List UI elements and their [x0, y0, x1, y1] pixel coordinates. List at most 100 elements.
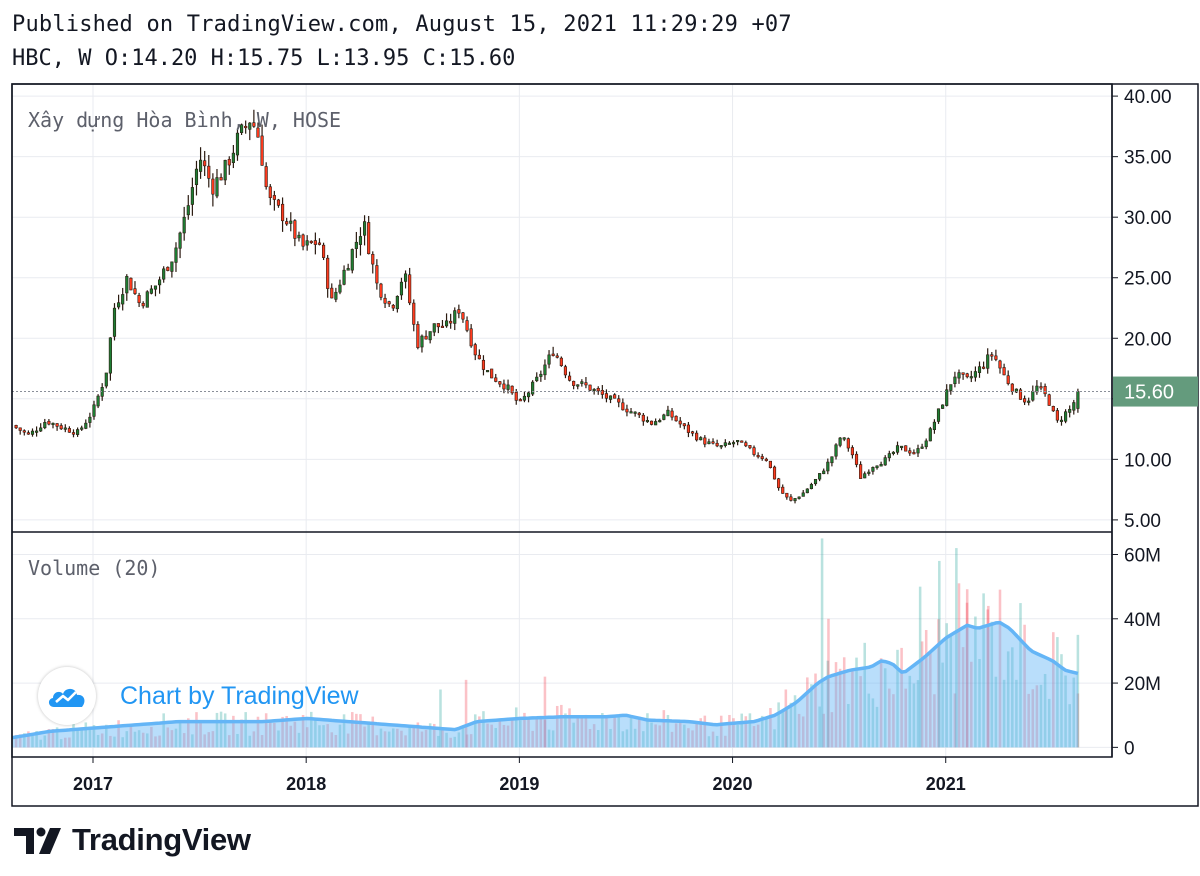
- chart-by-tradingview-watermark[interactable]: Chart by TradingView: [38, 666, 359, 726]
- volume-bar: [51, 728, 55, 748]
- candle-body: [772, 466, 777, 480]
- y-tick-label: 35.00: [1124, 148, 1172, 169]
- candle-body: [256, 127, 260, 138]
- candle-body: [932, 421, 936, 430]
- candle-body: [108, 337, 112, 374]
- volume-bar: [506, 725, 510, 748]
- candle-body: [982, 366, 986, 369]
- volume-bar: [252, 731, 256, 748]
- volume-bar: [1072, 677, 1076, 748]
- volume-bar: [605, 717, 608, 748]
- volume-bar: [277, 730, 280, 748]
- volume-bar: [416, 722, 420, 748]
- candle-body: [920, 446, 924, 449]
- candle-body: [744, 442, 748, 447]
- candle-body: [289, 220, 293, 224]
- volume-bar: [1047, 698, 1051, 748]
- candle-body: [506, 384, 510, 390]
- y-tick-label: 5.00: [1124, 511, 1161, 532]
- candle-body: [854, 453, 859, 465]
- volume-bar: [539, 719, 543, 748]
- candle-body: [223, 159, 227, 181]
- candle-body: [215, 177, 219, 197]
- volume-bar: [650, 722, 653, 748]
- candle-body: [412, 302, 416, 325]
- volume-bar: [555, 705, 559, 748]
- candle-body: [444, 320, 449, 327]
- candle-body: [260, 135, 264, 166]
- volume-bar: [879, 658, 883, 748]
- volume-bar: [941, 662, 944, 748]
- footer-branding[interactable]: TradingView: [12, 822, 251, 858]
- volume-bar: [322, 725, 325, 748]
- candle-body: [723, 442, 727, 446]
- volume-bar: [1023, 624, 1026, 748]
- volume-bar: [588, 728, 592, 748]
- volume-bar: [464, 679, 468, 748]
- volume-bar: [437, 735, 440, 748]
- tradingview-cloud-icon: [38, 667, 96, 725]
- volume-bar: [453, 736, 457, 748]
- candle-body: [248, 122, 252, 130]
- volume-bar: [80, 727, 83, 748]
- volume-bar: [18, 734, 22, 748]
- volume-bar: [629, 715, 633, 748]
- volume-bar: [888, 688, 891, 748]
- volume-bar: [965, 602, 969, 748]
- volume-bar: [297, 732, 301, 748]
- ohlc-legend: HBC, W O:14.20 H:15.75 L:13.95 C:15.60: [12, 46, 516, 71]
- volume-bar: [838, 668, 842, 748]
- candle-body: [1027, 400, 1031, 403]
- grid: [12, 84, 1112, 757]
- volume-bar: [961, 647, 965, 748]
- candle-body: [805, 488, 809, 494]
- volume-bar: [756, 724, 760, 748]
- watermark-text: Chart by TradingView: [120, 681, 359, 710]
- candle-body: [158, 279, 162, 286]
- candle-body: [477, 354, 481, 360]
- candle-body: [481, 359, 486, 370]
- volume-bar: [387, 731, 391, 748]
- volume-bar: [998, 589, 1002, 748]
- candle-body: [502, 383, 506, 390]
- volume-bar: [547, 729, 551, 748]
- volume-bar: [777, 702, 780, 748]
- candle-body: [199, 159, 203, 172]
- candle-body: [666, 409, 670, 417]
- x-tick-label: 2020: [713, 774, 753, 794]
- volume-tick-label: 20M: [1124, 674, 1161, 695]
- candle-body: [203, 160, 207, 167]
- x-tick-label: 2019: [499, 774, 539, 794]
- volume-bar: [396, 728, 399, 748]
- volume-bar: [207, 732, 211, 748]
- candle-body: [830, 456, 834, 464]
- volume-bar: [908, 675, 912, 748]
- volume-bar: [334, 734, 338, 748]
- candle-body: [842, 437, 846, 440]
- candle-body: [961, 372, 965, 375]
- candle-body: [559, 357, 563, 367]
- candle-body: [678, 420, 682, 425]
- volume-bar: [1035, 685, 1039, 748]
- candle-body: [309, 240, 313, 244]
- volume-bar: [924, 630, 928, 748]
- volume-bar: [514, 707, 518, 748]
- candle-body: [117, 302, 121, 308]
- volume-bar: [957, 583, 961, 748]
- candle-body: [1039, 386, 1043, 389]
- candle-body: [18, 427, 22, 431]
- candle-body: [354, 241, 358, 249]
- candle-body: [235, 132, 240, 156]
- candle-body: [727, 442, 731, 445]
- volume-bar: [560, 704, 563, 748]
- candle-body: [1014, 388, 1018, 393]
- candle-body: [941, 404, 945, 409]
- volume-bar: [938, 560, 941, 748]
- volume-bar: [576, 716, 580, 748]
- candle-body: [711, 441, 715, 444]
- volume-bar: [350, 712, 354, 748]
- candle-body: [494, 377, 498, 382]
- candle-body: [649, 420, 654, 425]
- volume-bar: [609, 728, 612, 748]
